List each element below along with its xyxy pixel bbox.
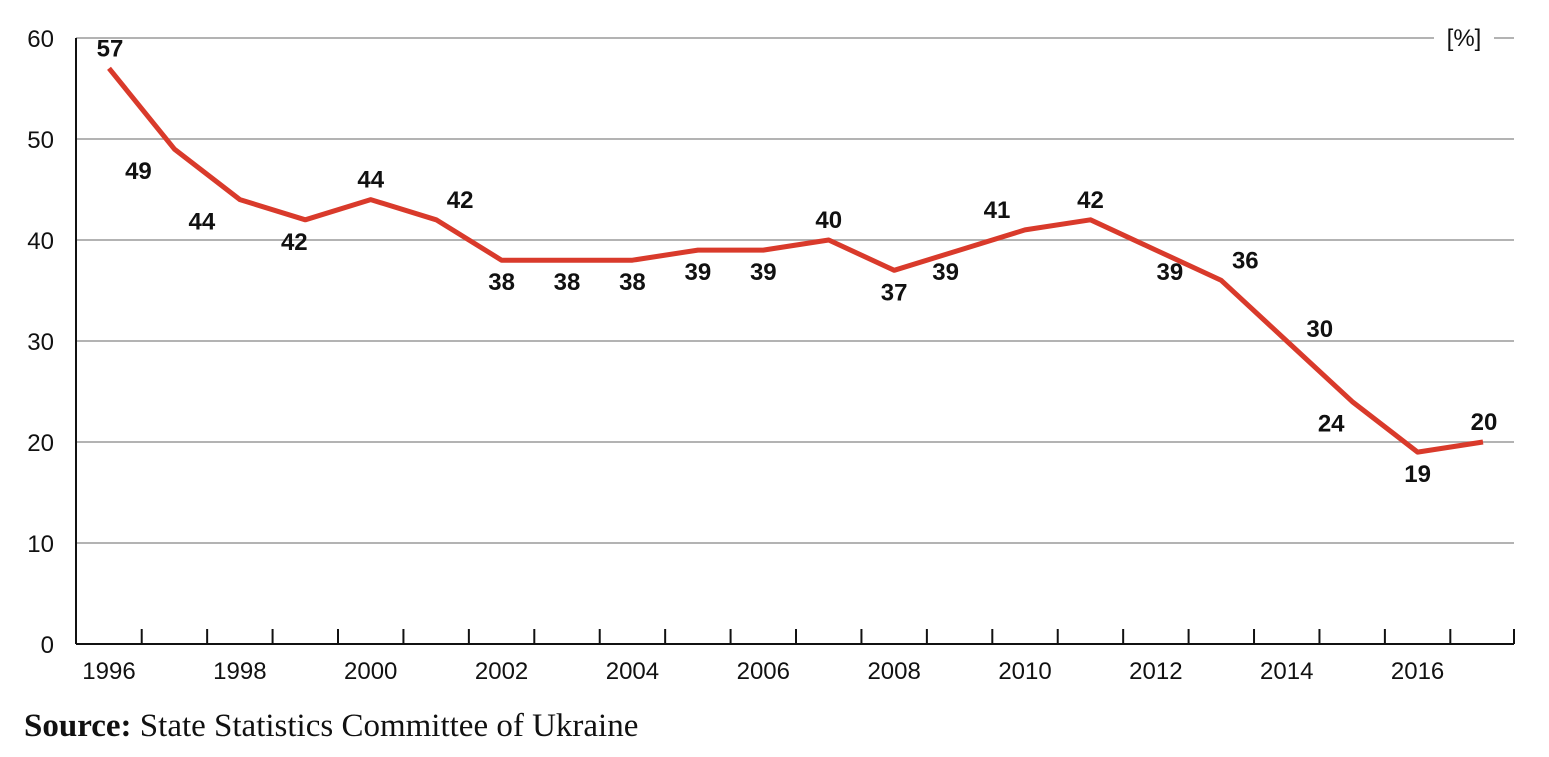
data-label: 42	[1077, 187, 1104, 214]
data-label: 38	[619, 269, 646, 296]
y-tick-label: 30	[27, 329, 54, 356]
x-tick-label: 2008	[867, 658, 920, 685]
y-tick-label: 50	[27, 127, 54, 154]
x-tick-label: 2010	[998, 658, 1051, 685]
data-label: 42	[447, 187, 474, 214]
data-label: 36	[1232, 247, 1259, 274]
data-label: 20	[1471, 409, 1498, 436]
x-tick-label: 2014	[1260, 658, 1313, 685]
data-labels: 57 49 44 42 44 42 38 38 38 39 39 40 37 39 41 42 39 36 30 24…	[97, 35, 1498, 488]
data-label: 44	[189, 209, 216, 236]
source-text: State Statistics Committee of Ukraine	[131, 708, 639, 744]
data-label: 38	[554, 269, 581, 296]
source-note: Source: State Statistics Committee of Uk…	[24, 708, 638, 745]
x-tick-label: 2000	[344, 658, 397, 685]
x-tick-label: 1998	[213, 658, 266, 685]
data-label: 39	[750, 259, 777, 286]
data-label: 19	[1404, 461, 1431, 488]
grid-lines	[76, 37, 1514, 544]
x-tick-label: 2006	[737, 658, 790, 685]
data-label: 42	[281, 229, 308, 256]
data-label: 49	[125, 158, 152, 185]
source-prefix: Source:	[24, 708, 132, 744]
data-label: 39	[1157, 259, 1184, 286]
y-tick-label: 60	[27, 26, 54, 53]
series-line	[107, 66, 1484, 455]
x-tick-label: 2016	[1391, 658, 1444, 685]
unit-label: [%]	[1447, 25, 1482, 52]
y-tick-label: 40	[27, 228, 54, 255]
data-label: 57	[97, 35, 124, 62]
data-label: 38	[488, 269, 515, 296]
data-label: 24	[1318, 411, 1345, 438]
unit-label-group: [%]	[1447, 25, 1482, 52]
y-tick-label: 0	[41, 632, 54, 659]
x-tick-label: 2002	[475, 658, 528, 685]
x-tick-label: 2012	[1129, 658, 1182, 685]
data-label: 30	[1306, 316, 1333, 343]
axes: 0 10 20 30 40 50 60 1996 1998 2000 2002 2004 2006 200…	[27, 26, 1515, 685]
data-label: 39	[932, 259, 959, 286]
y-tick-label: 20	[27, 430, 54, 457]
line-chart: 0 10 20 30 40 50 60 1996 1998 2000 2002 2004 2006 200…	[27, 25, 1515, 685]
data-series	[107, 66, 1484, 455]
y-tick-label: 10	[27, 531, 54, 558]
x-tick-label: 1996	[82, 658, 135, 685]
data-label: 40	[815, 207, 842, 234]
data-label: 44	[357, 167, 384, 194]
x-tick-label: 2004	[606, 658, 659, 685]
data-label: 39	[685, 259, 712, 286]
data-label: 41	[984, 197, 1011, 224]
data-label: 37	[881, 279, 908, 306]
